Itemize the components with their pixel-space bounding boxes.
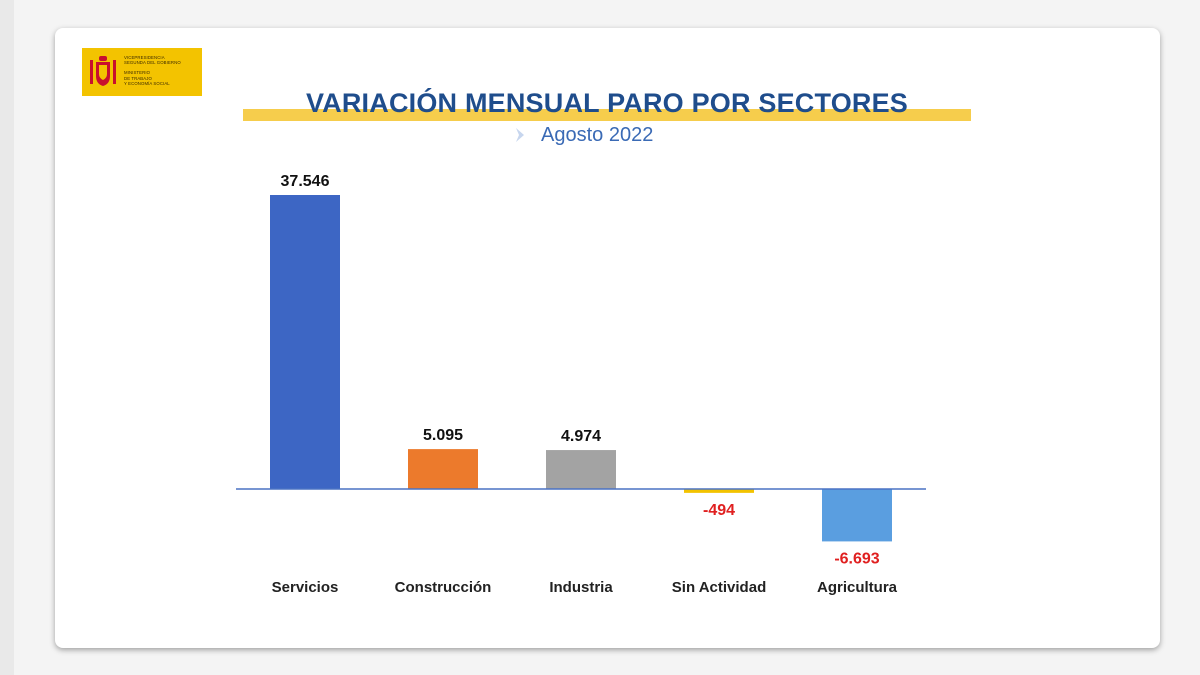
category-label: Sin Actividad: [672, 579, 766, 596]
data-label: 37.546: [281, 173, 330, 190]
category-label: Agricultura: [817, 579, 898, 596]
category-label: Servicios: [272, 579, 339, 596]
logo-line: y Economía Social: [124, 80, 170, 86]
logo-line: Vicepresidencia: [124, 55, 165, 60]
logo-text: Vicepresidencia Segunda del Gobierno Min…: [124, 55, 200, 86]
data-label: 4.974: [561, 428, 601, 445]
logo-line: de Trabajo: [124, 75, 152, 81]
left-strip: [0, 0, 14, 675]
chart-title: VARIACIÓN MENSUAL PARO POR SECTORES: [305, 88, 909, 118]
logo-line: Segunda del Gobierno: [124, 60, 181, 66]
bar-sin-actividad: [684, 489, 754, 493]
coat-of-arms-icon: [90, 56, 116, 86]
title-highlight-band: [243, 109, 971, 121]
bar-chart: 37.546 Servicios 5.095 Construcción 4.974 Ind…: [236, 173, 926, 596]
chevron-right-icon: [516, 128, 524, 142]
chart-subtitle: Agosto 2022: [541, 124, 654, 146]
logo-line: Ministerio: [124, 70, 151, 76]
category-label: Industria: [549, 579, 613, 596]
bar-industria: [546, 450, 616, 489]
bar-agricultura: [822, 489, 892, 542]
chart-subtitle-row: Agosto 2022: [515, 124, 775, 147]
category-label: Construcción: [395, 579, 492, 596]
data-label: 5.095: [423, 427, 463, 444]
bar-construcción: [408, 449, 478, 489]
data-label: -6.693: [834, 550, 879, 567]
government-logo: Vicepresidencia Segunda del Gobierno Min…: [82, 48, 202, 96]
bar-servicios: [270, 195, 340, 489]
data-label: -494: [703, 502, 735, 519]
chart-card: Vicepresidencia Segunda del Gobierno Min…: [55, 28, 1160, 648]
